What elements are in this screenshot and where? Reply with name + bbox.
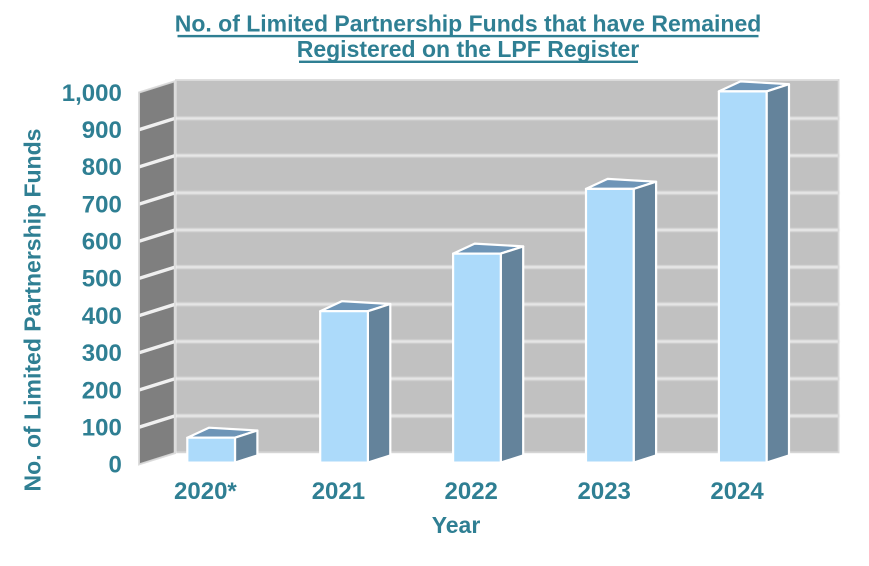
svg-text:No. of Limited Partnership Fun: No. of Limited Partnership Funds <box>20 129 46 492</box>
svg-text:800: 800 <box>82 154 122 181</box>
svg-text:Year: Year <box>432 512 481 538</box>
svg-text:300: 300 <box>82 340 122 367</box>
svg-text:No. of Limited Partnership Fun: No. of Limited Partnership Funds that ha… <box>175 10 762 36</box>
svg-text:200: 200 <box>82 377 122 404</box>
svg-text:100: 100 <box>82 415 122 442</box>
svg-text:700: 700 <box>82 191 122 218</box>
svg-text:0: 0 <box>108 452 121 479</box>
svg-text:500: 500 <box>82 266 122 293</box>
svg-text:400: 400 <box>82 303 122 330</box>
svg-text:900: 900 <box>82 117 122 144</box>
svg-text:1,000: 1,000 <box>62 80 122 107</box>
svg-text:2023: 2023 <box>578 478 631 505</box>
svg-text:2020*: 2020* <box>174 478 237 505</box>
svg-text:600: 600 <box>82 229 122 256</box>
svg-text:Registered on the LPF Register: Registered on the LPF Register <box>297 36 640 62</box>
svg-text:2022: 2022 <box>445 478 498 505</box>
svg-text:2021: 2021 <box>312 478 365 505</box>
svg-text:2024: 2024 <box>710 478 764 505</box>
